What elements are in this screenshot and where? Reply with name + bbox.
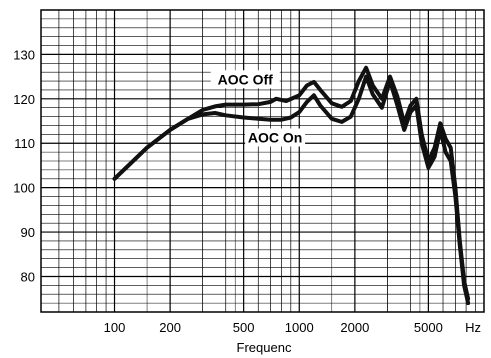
annotation-background — [245, 128, 306, 147]
series-group — [112, 65, 471, 306]
annotations: AOC Off AOC On — [210, 70, 306, 147]
series-line-aoc-off — [112, 65, 471, 301]
x-tick-label: 200 — [159, 320, 181, 335]
y-tick-label: 100 — [13, 181, 35, 196]
x-tick-label: 2000 — [340, 320, 369, 335]
annotation-background — [210, 70, 280, 89]
x-tick-label: 1000 — [285, 320, 314, 335]
x-tick-label: 5000 — [414, 320, 443, 335]
series-annotation-label: AOC Off — [218, 71, 274, 87]
y-tick-labels: 80 90 100 110 120 130 — [13, 47, 35, 284]
x-tick-label: 100 — [104, 320, 126, 335]
y-tick-label: 110 — [14, 136, 35, 151]
x-unit-label: Hz — [465, 320, 481, 335]
x-axis-title: Frequenc — [237, 340, 292, 355]
series-annotation-label: AOC On — [248, 129, 302, 145]
x-tick-label: 500 — [233, 320, 255, 335]
y-tick-label: 80 — [21, 269, 35, 284]
x-tick-labels: 100 200 500 1000 2000 5000 — [104, 320, 443, 335]
series-line-aoc-on — [112, 74, 471, 306]
y-tick-label: 120 — [13, 92, 35, 107]
y-tick-label: 90 — [21, 225, 35, 240]
grid — [41, 10, 484, 312]
y-tick-label: 130 — [13, 47, 35, 62]
plot-frame — [40, 9, 485, 313]
